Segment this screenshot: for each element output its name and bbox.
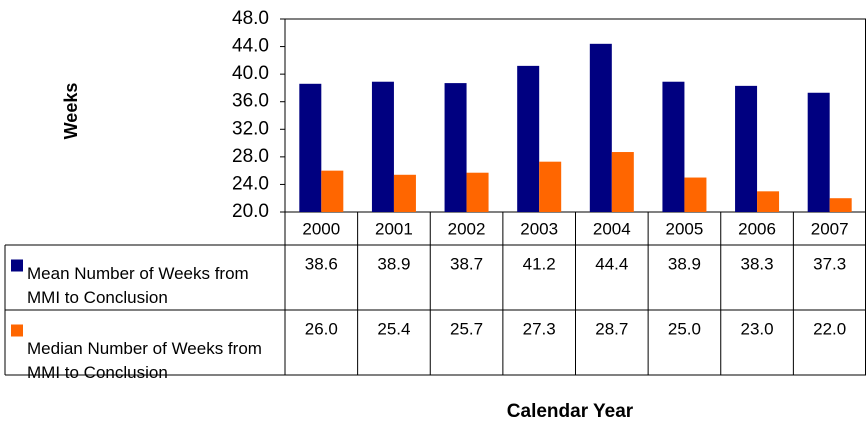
bar: [589, 43, 612, 212]
bar: [807, 92, 830, 212]
y-axis-title: Weeks: [61, 83, 81, 140]
bar: [466, 172, 489, 212]
y-tick-label: 48.0: [232, 8, 269, 29]
y-tick-label: 40.0: [232, 63, 269, 84]
x-tick-label: 2007: [811, 219, 849, 238]
table-value: 38.6: [305, 254, 338, 273]
legend-label: Mean Number of Weeks from MMI to Conclus…: [27, 264, 249, 307]
x-axis-title: Calendar Year: [507, 401, 634, 422]
legend-label: Median Number of Weeks from MMI to Concl…: [27, 339, 262, 382]
bar: [662, 81, 685, 212]
x-tick-label: 2005: [666, 219, 704, 238]
y-tick-label: 24.0: [232, 173, 269, 194]
bar: [444, 83, 467, 212]
table-value: 28.7: [595, 319, 628, 338]
y-tick-label: 44.0: [232, 36, 269, 57]
bar: [393, 174, 416, 212]
table-value: 38.9: [668, 254, 701, 273]
y-tick-label: 28.0: [232, 146, 269, 167]
table-value: 38.3: [741, 254, 774, 273]
x-tick-label: 2003: [520, 219, 558, 238]
x-tick-label: 2006: [738, 219, 776, 238]
legend-swatch: [11, 324, 23, 337]
bar: [539, 161, 562, 212]
bar: [517, 65, 540, 212]
bar: [299, 83, 322, 213]
table-value: 25.4: [377, 319, 410, 338]
table-value: 38.9: [377, 254, 410, 273]
bar: [757, 191, 780, 212]
y-tick-label: 20.0: [232, 201, 269, 222]
table-value: 37.3: [813, 254, 846, 273]
bar: [611, 152, 634, 212]
table-value: 38.7: [450, 254, 483, 273]
legend-swatch: [11, 259, 23, 272]
table-value: 44.4: [595, 254, 628, 273]
x-tick-label: 2002: [448, 219, 486, 238]
bar: [684, 177, 707, 212]
y-tick-label: 32.0: [232, 118, 269, 139]
table-value: 27.3: [523, 319, 556, 338]
bar: [829, 198, 852, 212]
x-tick-label: 2001: [375, 219, 413, 238]
table-value: 25.7: [450, 319, 483, 338]
table-value: 25.0: [668, 319, 701, 338]
table-value: 23.0: [741, 319, 774, 338]
x-tick-label: 2004: [593, 219, 631, 238]
x-tick-label: 2000: [302, 219, 340, 238]
bar: [371, 81, 394, 212]
bar: [321, 170, 344, 212]
table-value: 41.2: [523, 254, 556, 273]
table-value: 22.0: [813, 319, 846, 338]
table-value: 26.0: [305, 319, 338, 338]
bar: [735, 85, 758, 212]
y-tick-label: 36.0: [232, 91, 269, 112]
